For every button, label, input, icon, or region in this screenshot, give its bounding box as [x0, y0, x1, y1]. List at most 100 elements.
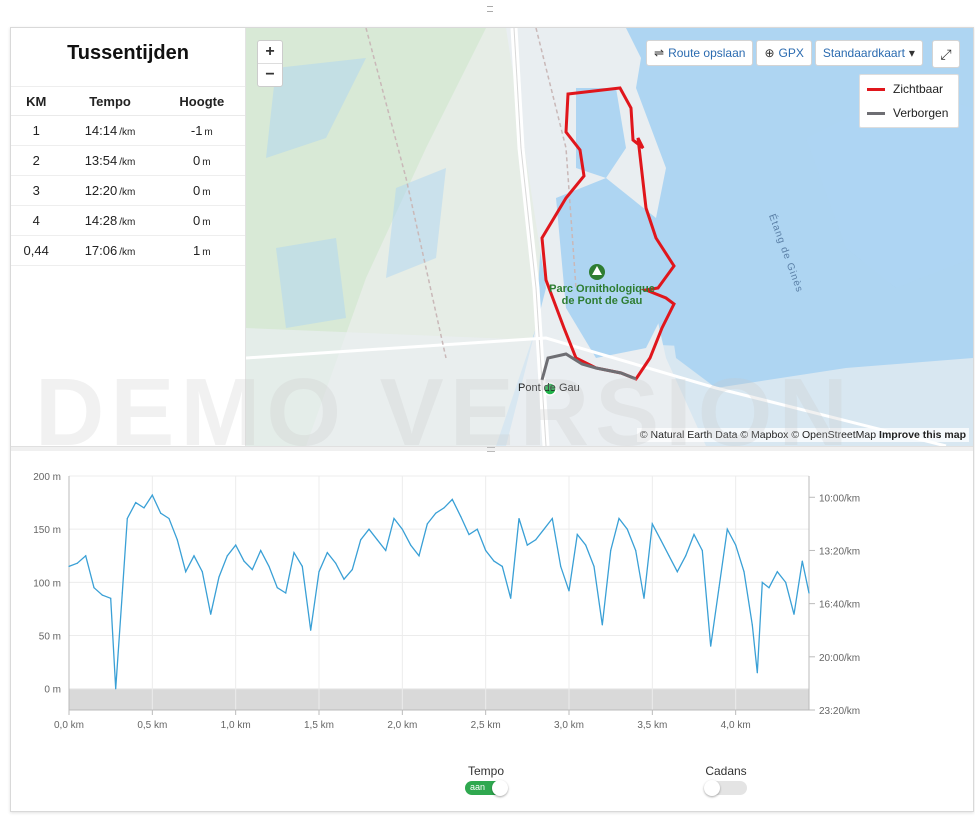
- pace-point: [335, 562, 337, 564]
- pace-point: [510, 597, 512, 599]
- pace-point: [235, 544, 237, 546]
- pace-point: [76, 562, 78, 564]
- attribution-text: © Natural Earth Data © Mapbox © OpenStre…: [639, 429, 877, 441]
- pace-point: [368, 528, 370, 530]
- split-tempo-unit: /km: [119, 127, 136, 138]
- y-left-tick-label: 50 m: [39, 632, 61, 643]
- pace-point: [135, 501, 137, 504]
- drag-handle-icon[interactable]: [487, 6, 493, 12]
- x-tick-label: 0,0 km: [54, 720, 84, 731]
- split-tempo-value: 13:54: [84, 153, 118, 168]
- pace-point: [751, 624, 753, 626]
- pace-line: [68, 493, 810, 689]
- split-tempo: 14:14/km: [61, 115, 159, 146]
- fullscreen-icon[interactable]: ⤢: [932, 40, 960, 68]
- track-1: [365, 28, 447, 359]
- pace-point: [410, 544, 412, 546]
- pace-point: [476, 528, 478, 530]
- split-height-value: 1: [193, 243, 201, 258]
- map-style-label: Standaardkaart: [822, 46, 905, 60]
- pace-point: [610, 549, 612, 552]
- pace-point: [360, 539, 362, 541]
- split-tempo-value: 17:06: [84, 243, 118, 258]
- pace-point: [651, 523, 653, 525]
- pace-point: [726, 528, 728, 530]
- pace-point: [701, 549, 703, 552]
- split-height-unit: m: [202, 157, 211, 168]
- split-height-value: 0: [193, 153, 201, 168]
- pace-point: [551, 517, 553, 520]
- split-height-unit: m: [202, 187, 211, 198]
- pace-point: [435, 512, 437, 514]
- split-height-unit: m: [202, 247, 211, 258]
- pace-point: [301, 565, 303, 568]
- pace-point: [593, 565, 595, 568]
- pace-point: [285, 592, 287, 594]
- pond-center: [556, 178, 676, 358]
- toggle-cadans[interactable]: Cadans: [704, 764, 747, 796]
- split-row: 0,44 17:06/km 1 m: [11, 235, 245, 266]
- start-marker-icon: [543, 382, 557, 396]
- x-tick-label: 2,0 km: [387, 720, 417, 731]
- lake-east: [806, 88, 973, 288]
- map-canvas[interactable]: [246, 28, 973, 446]
- pace-point: [576, 533, 578, 536]
- split-km: 1: [11, 115, 62, 146]
- split-height-value: 0: [193, 183, 201, 198]
- split-row: 3 12:20/km 0 m: [11, 175, 245, 206]
- gpx-button[interactable]: ⊕ GPX: [756, 40, 812, 66]
- pace-point: [518, 517, 520, 520]
- save-route-label: Route opslaan: [668, 46, 746, 60]
- toggle-tempo[interactable]: Tempo aan: [465, 764, 508, 796]
- pace-point: [560, 565, 562, 568]
- pace-point: [168, 517, 170, 520]
- splits-header-row: KM Tempo Hoogte: [11, 87, 245, 116]
- split-tempo: 17:06/km: [61, 235, 159, 266]
- resize-handle[interactable]: [11, 446, 973, 452]
- pace-point: [418, 555, 420, 557]
- poi-label-line1: Parc Ornithologique: [549, 283, 655, 295]
- pace-point: [276, 587, 278, 589]
- x-tick-label: 4,0 km: [721, 720, 751, 731]
- y-left-tick-label: 150 m: [33, 525, 61, 536]
- x-tick-label: 1,0 km: [221, 720, 251, 731]
- pace-point: [693, 533, 695, 536]
- split-tempo-unit: /km: [119, 187, 136, 198]
- pace-point: [351, 569, 353, 571]
- pace-point: [485, 549, 487, 552]
- save-route-button[interactable]: ⇌ Route opslaan: [646, 40, 754, 66]
- zoom-in-button[interactable]: +: [265, 43, 275, 60]
- below-zero-band: [69, 688, 809, 710]
- pace-point: [793, 613, 795, 615]
- pace-point: [668, 555, 670, 557]
- pace-point: [293, 551, 295, 554]
- pace-point: [121, 592, 123, 594]
- pace-point: [768, 587, 770, 589]
- poi-label: Parc Ornithologique de Pont de Gau: [542, 283, 662, 307]
- pace-point: [493, 560, 495, 562]
- split-tempo-unit: /km: [119, 217, 136, 228]
- pace-point: [126, 517, 128, 520]
- legend-item-hidden: Verborgen: [867, 103, 958, 123]
- route-map[interactable]: Parc Ornithologique de Pont de Gau Pont …: [246, 28, 973, 446]
- split-km: 0,44: [11, 235, 62, 266]
- pace-point: [501, 565, 503, 568]
- pond-west-2: [386, 168, 446, 278]
- pond-west-1: [266, 58, 366, 158]
- splits-panel: Tussentijden KM Tempo Hoogte 1 14:14/km -1…: [11, 28, 246, 446]
- pace-point: [176, 539, 178, 541]
- map-style-select[interactable]: Standaardkaart ▾: [814, 40, 923, 66]
- split-tempo-value: 14:14: [84, 123, 118, 138]
- toggle-tempo-switch[interactable]: aan: [465, 780, 508, 796]
- pace-point: [526, 544, 528, 546]
- toggle-cadans-switch[interactable]: [704, 780, 747, 796]
- split-height-value: -1: [190, 123, 203, 138]
- toggle-cadans-label: Cadans: [705, 764, 747, 778]
- split-height-unit: m: [204, 127, 213, 138]
- split-row: 2 13:54/km 0 m: [11, 145, 245, 176]
- elevation-pace-chart[interactable]: 200 m 150 m 100 m 50 m 0 m 10:00/km 13:20/km 16…: [11, 452, 973, 752]
- improve-map-link[interactable]: Improve this map: [879, 429, 966, 441]
- pace-point: [801, 560, 803, 562]
- zoom-out-button[interactable]: −: [258, 63, 282, 86]
